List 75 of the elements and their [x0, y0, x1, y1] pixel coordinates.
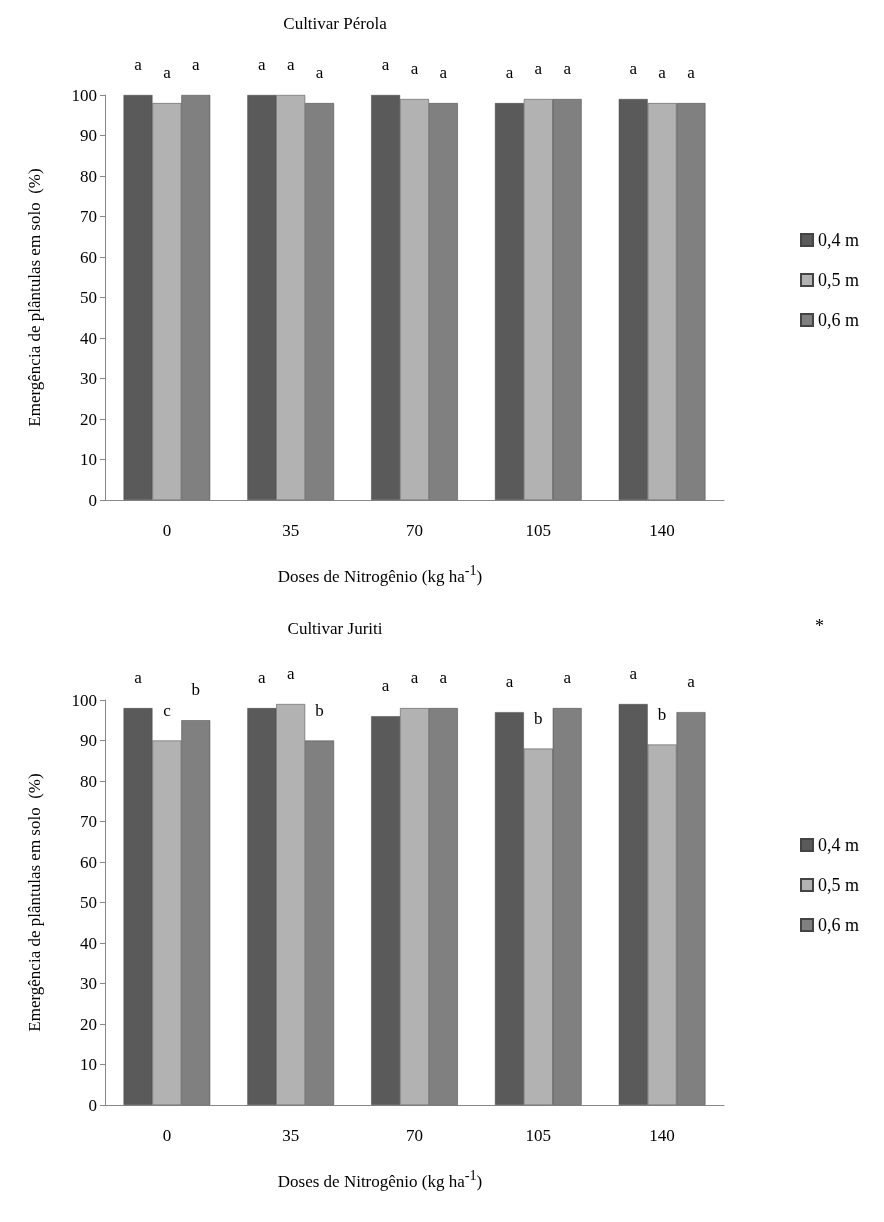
data-label: a [658, 63, 667, 83]
x-tick-label: 35 [282, 521, 300, 540]
data-label: a [315, 63, 324, 83]
data-label: b [534, 708, 543, 728]
y-tick-label: 0 [88, 490, 97, 510]
legend-label: 0,4 m [818, 835, 860, 855]
data-label: a [410, 668, 419, 688]
y-tick-label: 10 [80, 1055, 97, 1074]
data-label: a [563, 59, 572, 79]
chart-title: Cultivar Juriti [287, 619, 383, 638]
data-label: a [687, 63, 696, 83]
x-tick-label: 70 [406, 521, 423, 540]
data-label: a [505, 63, 514, 83]
text: * [815, 616, 824, 636]
y-tick-label: 50 [80, 893, 97, 912]
y-tick-label: 50 [80, 288, 97, 307]
y-tick-label: 40 [80, 328, 97, 348]
data-label: a [134, 668, 143, 688]
data-label: a [286, 55, 295, 74]
legend-label: 0,5 m [818, 270, 860, 290]
data-label: a [439, 63, 448, 83]
data-label: b [315, 700, 324, 720]
data-label: a [163, 63, 172, 83]
data-label: a [410, 59, 419, 79]
data-label: a [381, 55, 390, 74]
x-tick-label: 140 [649, 521, 675, 540]
y-tick-label: 70 [80, 207, 97, 226]
data-label: a [381, 676, 390, 696]
y-tick-label: 70 [80, 812, 97, 831]
x-tick-label: 0 [162, 521, 172, 540]
x-axis-title: Doses de Nitrogênio (kg ha$^{-1}$) [276, 1167, 484, 1192]
data-label: a [286, 664, 295, 684]
y-tick-label: 60 [80, 247, 97, 267]
y-tick-label: 90 [80, 731, 97, 750]
data-label: a [134, 55, 143, 74]
legend-label: 0,6 m [818, 915, 860, 935]
y-axis-title: Emergência de plântulas em solo (%) [25, 773, 44, 1032]
y-tick-label: 20 [80, 409, 97, 429]
x-tick-label: 35 [282, 1126, 300, 1145]
y-tick-label: 10 [80, 450, 97, 469]
data-label: a [258, 55, 267, 74]
data-label: a [687, 672, 696, 692]
data-label: a [258, 668, 267, 688]
data-label: a [505, 672, 514, 692]
data-label: b [657, 704, 667, 724]
legend-label: 0,4 m [818, 230, 860, 250]
y-tick-label: 30 [80, 369, 97, 388]
x-axis-title: Doses de Nitrogênio (kg ha$^{-1}$) [276, 562, 484, 587]
x-tick-label: 105 [525, 521, 552, 540]
x-tick-label: 140 [649, 1126, 675, 1145]
y-axis-title: Emergência de plântulas em solo (%) [25, 168, 44, 427]
y-tick-label: 0 [88, 1095, 97, 1115]
chart-title: Cultivar Pérola [283, 14, 388, 33]
data-label: a [192, 55, 201, 74]
legend-label: 0,5 m [818, 875, 860, 895]
legend-label: 0,6 m [818, 310, 860, 330]
y-tick-label: 100 [71, 690, 97, 710]
data-label: a [629, 59, 638, 79]
y-tick-label: 20 [80, 1014, 97, 1034]
y-tick-label: 60 [80, 852, 97, 872]
data-label: a [629, 664, 638, 684]
y-tick-label: 100 [71, 85, 97, 105]
data-label: a [563, 668, 572, 688]
y-tick-label: 80 [80, 771, 97, 791]
y-tick-label: 80 [80, 166, 97, 186]
data-label: b [191, 680, 201, 700]
y-tick-label: 30 [80, 974, 97, 993]
y-tick-label: 40 [80, 933, 97, 953]
x-tick-label: 105 [525, 1126, 552, 1145]
data-label: a [534, 59, 543, 79]
data-label: c [163, 700, 172, 720]
y-tick-label: 90 [80, 126, 97, 145]
x-tick-label: 0 [162, 1126, 172, 1145]
x-tick-label: 70 [406, 1126, 423, 1145]
data-label: a [439, 668, 448, 688]
